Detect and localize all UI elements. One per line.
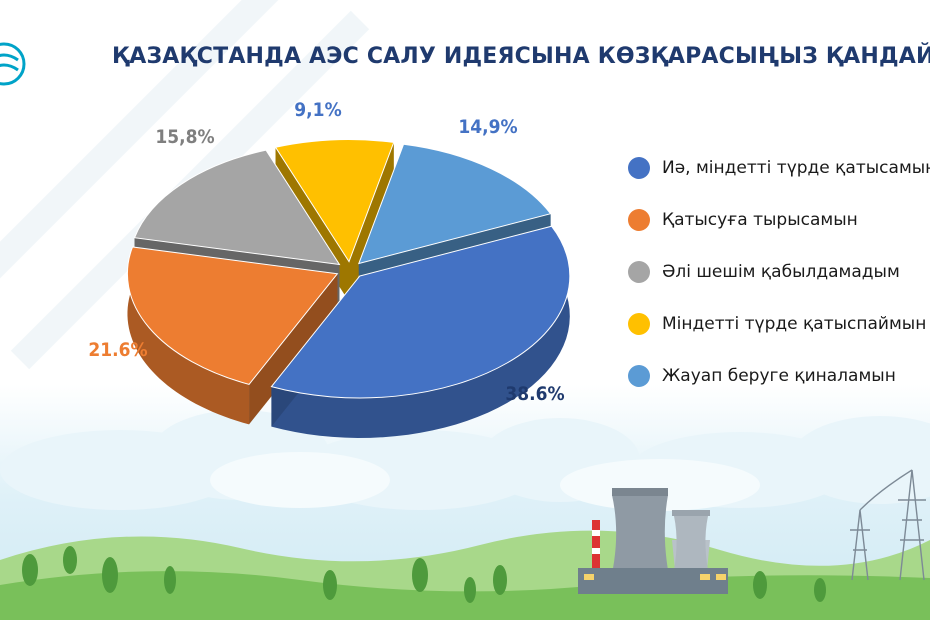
data-label: 14,9% bbox=[458, 116, 517, 138]
pie-slice-side bbox=[127, 246, 250, 425]
data-label: 15,8% bbox=[155, 126, 214, 148]
pie-slice-side bbox=[271, 226, 570, 438]
pie-slice bbox=[270, 225, 571, 399]
pie-slice bbox=[274, 139, 395, 263]
pie-slice bbox=[358, 143, 552, 265]
legend-swatch-icon bbox=[628, 209, 650, 231]
trees bbox=[22, 546, 826, 603]
pie-tops bbox=[126, 139, 571, 399]
legend-label: Міндетті түрде қатыспаймын bbox=[662, 314, 927, 334]
legend-swatch-icon bbox=[628, 261, 650, 283]
legend-label: Әлі шешім қабылдамадым bbox=[662, 262, 900, 282]
legend-item: Әлі шешім қабылдамадым bbox=[628, 246, 930, 298]
data-label: 38.6% bbox=[505, 383, 564, 405]
pie-slice bbox=[133, 149, 341, 266]
chart-title: ҚАЗАҚСТАНДА АЭС САЛУ ИДЕЯСЫНА КӨЗҚАРАСЫҢ… bbox=[112, 44, 930, 69]
power-pylons bbox=[850, 469, 926, 581]
data-label: 9,1% bbox=[294, 99, 341, 121]
legend: Иә, міндетті түрде қатысамын Қатысуға ты… bbox=[628, 142, 930, 402]
legend-item: Міндетті түрде қатыспаймын bbox=[628, 298, 930, 350]
legend-item: Жауап беруге қиналамын bbox=[628, 350, 930, 402]
legend-item: Иә, міндетті түрде қатысамын bbox=[628, 142, 930, 194]
legend-swatch-icon bbox=[628, 313, 650, 335]
logo bbox=[0, 42, 26, 86]
clouds-light bbox=[210, 452, 760, 511]
pie-slice bbox=[126, 246, 339, 385]
legend-label: Жауап беруге қиналамын bbox=[662, 366, 896, 386]
legend-item: Қатысуға тырысамын bbox=[628, 194, 930, 246]
data-label: 21.6% bbox=[88, 339, 147, 361]
legend-label: Қатысуға тырысамын bbox=[662, 210, 858, 230]
legend-swatch-icon bbox=[628, 365, 650, 387]
legend-swatch-icon bbox=[628, 157, 650, 179]
legend-label: Иә, міндетті түрде қатысамын bbox=[662, 158, 930, 178]
power-plant bbox=[578, 488, 728, 594]
